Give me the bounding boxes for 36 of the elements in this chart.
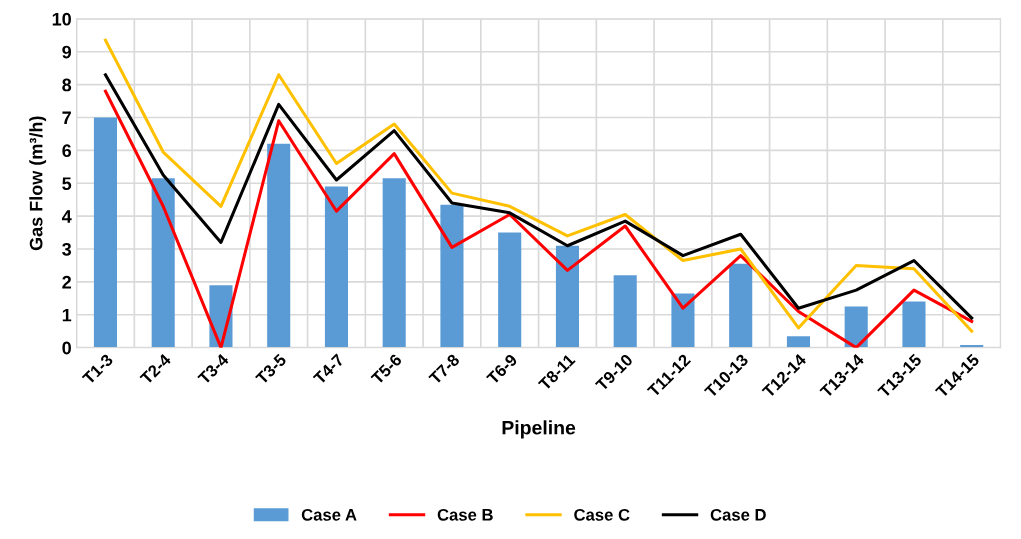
- legend-label: Case C: [574, 508, 630, 521]
- bar: [902, 301, 926, 348]
- y-tick-label: 1: [62, 308, 72, 322]
- legend-label: Case D: [710, 508, 766, 521]
- bar: [613, 275, 637, 348]
- bar: [151, 178, 175, 348]
- x-tick-label: T3-4: [197, 352, 230, 386]
- line-series: [103, 38, 974, 333]
- bar: [671, 293, 695, 348]
- y-tick-label: 9: [62, 45, 72, 59]
- y-tick-label: 8: [62, 78, 72, 92]
- y-tick-label: 2: [62, 275, 71, 289]
- bar: [498, 232, 522, 348]
- bar: [93, 117, 117, 348]
- y-tick-label: 7: [62, 111, 71, 125]
- x-tick-label: T7-8: [428, 353, 461, 386]
- legend-label: Case A: [301, 508, 357, 521]
- y-tick-label: 6: [62, 144, 72, 158]
- bar: [267, 143, 291, 348]
- bar: [786, 336, 810, 348]
- line-series: [103, 73, 974, 320]
- bar: [555, 245, 579, 348]
- x-tick-label: T6-9: [485, 353, 518, 386]
- y-tick-label: 10: [52, 12, 71, 26]
- bar: [324, 186, 348, 348]
- x-axis-title: Pipeline: [502, 420, 576, 439]
- bar: [440, 204, 464, 348]
- y-tick-label: 5: [62, 177, 72, 190]
- bar: [729, 263, 753, 348]
- y-tick-label: 4: [61, 210, 72, 223]
- line-series: [103, 89, 974, 348]
- y-tick-label: 3: [62, 242, 72, 256]
- y-tick-label: 0: [62, 341, 71, 355]
- legend-label: Case B: [437, 508, 493, 521]
- bar: [382, 178, 406, 348]
- y-axis-title: Gas Flow (m³/h): [29, 116, 47, 251]
